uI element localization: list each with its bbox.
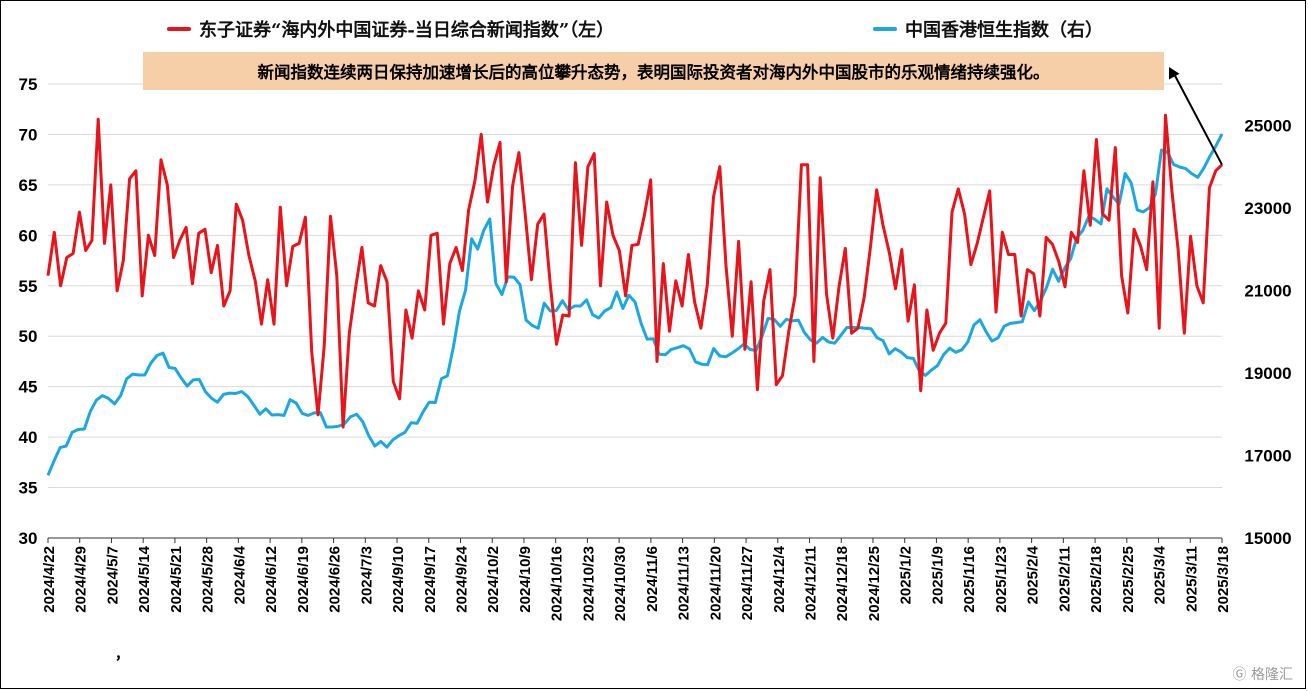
x-tick-label: 2024/9/24	[453, 545, 470, 612]
x-tick-label: 2025/1/9	[929, 546, 946, 604]
y-right-tick-label: 23000	[1244, 199, 1291, 218]
x-tick-label: 2024/5/28	[200, 546, 217, 613]
watermark: Ⓖ 格隆汇	[1233, 664, 1293, 684]
x-tick-label: 2024/6/26	[327, 546, 344, 613]
x-tick-label: 2024/4/29	[73, 546, 90, 613]
y-left-tick-label: 45	[19, 378, 38, 397]
annotation-arrow-head	[1168, 67, 1180, 80]
x-tick-label: 2025/3/11	[1183, 546, 1200, 612]
x-tick-label: 2025/2/25	[1120, 546, 1137, 613]
x-tick-label: 2024/12/4	[771, 545, 788, 612]
y-right-tick-label: 25000	[1244, 116, 1291, 135]
y-right-tick-label: 19000	[1244, 364, 1291, 383]
y-left-tick-label: 30	[19, 529, 38, 548]
x-tick-label: 2024/9/17	[422, 546, 439, 613]
annotation-text: 新闻指数连续两日保持加速增长后的高位攀升态势，表明国际投资者对海内外中国股市的乐…	[257, 63, 1050, 82]
x-tick-label: 2024/11/20	[707, 546, 724, 620]
y-left-tick-label: 70	[19, 125, 38, 144]
x-tick-label: 2025/3/4	[1152, 545, 1169, 604]
x-tick-label: 2024/11/27	[739, 546, 756, 620]
x-tick-label: 2024/10/16	[549, 546, 566, 621]
x-tick-label: 2025/2/11	[1056, 546, 1073, 612]
annotation-arrow	[1168, 67, 1223, 166]
x-tick-label: 2024/6/4	[231, 545, 248, 604]
x-tick-label: 2024/7/3	[358, 546, 375, 604]
legend-item-hang-seng: 中国香港恒生指数（右）	[873, 15, 1103, 43]
annotation-box: 新闻指数连续两日保持加速增长后的高位攀升态势，表明国际投资者对海内外中国股市的乐…	[143, 52, 1164, 90]
legend-swatch-hang-seng	[873, 27, 897, 31]
y-left-tick-label: 65	[19, 176, 38, 195]
y-right-tick-label: 15000	[1244, 529, 1291, 548]
x-tick-label: 2024/11/13	[676, 546, 693, 620]
series-line-hang-seng	[46, 133, 1224, 476]
watermark-text: 格隆汇	[1251, 667, 1293, 683]
y-axis-left: 30 35 40 45 50 55 60 65 70 75	[19, 75, 38, 548]
x-tick-label: 2025/1/2	[898, 546, 915, 604]
y-right-tick-label: 21000	[1244, 281, 1291, 300]
x-tick-label: 2025/1/23	[993, 546, 1010, 613]
x-tick-label: 2024/10/30	[612, 546, 629, 621]
legend-item-news-index: 东子证券“海内外中国证券-当日综合新闻指数”（左）	[167, 15, 614, 43]
x-tick-label: 2024/10/23	[580, 546, 597, 621]
x-tick-label: 2024/6/19	[295, 546, 312, 613]
x-tick-label: 2024/6/12	[263, 546, 280, 613]
y-left-tick-label: 60	[19, 226, 38, 245]
x-tick-label: 2024/9/10	[390, 546, 407, 613]
x-axis: 2024/4/22 2024/4/29 2024/5/7 2024/5/14 2024/…	[41, 538, 1232, 621]
grid-lines	[48, 83, 1222, 539]
x-tick-label: 2025/2/18	[1088, 546, 1105, 613]
annotation-arrow-line	[1171, 69, 1223, 166]
x-tick-label: 2024/10/9	[517, 546, 534, 613]
series-line-news-index	[46, 113, 1224, 429]
watermark-icon: Ⓖ	[1232, 667, 1247, 683]
legend-label-hang-seng: 中国香港恒生指数（右）	[905, 20, 1103, 41]
legend: 东子证券“海内外中国证券-当日综合新闻指数”（左） 中国香港恒生指数（右）	[1, 15, 1307, 43]
y-left-tick-label: 75	[19, 75, 38, 94]
y-left-tick-label: 55	[19, 277, 38, 296]
y-axis-right: 15000 17000 19000 21000 23000 25000	[1244, 116, 1291, 548]
x-tick-label: 2025/2/4	[1025, 545, 1042, 604]
x-tick-label: 2024/12/18	[834, 546, 851, 621]
x-tick-label: 2024/12/11	[803, 546, 820, 620]
x-tick-label: 2024/11/6	[644, 546, 661, 612]
y-right-tick-label: 17000	[1244, 446, 1291, 465]
series-lines	[46, 113, 1224, 476]
x-tick-label: 2024/4/22	[41, 546, 58, 613]
x-tick-label: 2025/3/18	[1215, 546, 1232, 613]
y-left-tick-label: 40	[19, 428, 38, 447]
y-left-tick-label: 35	[19, 479, 38, 498]
x-tick-label: 2024/5/21	[168, 546, 185, 613]
x-tick-label: 2024/10/2	[485, 546, 502, 613]
x-tick-label: 2024/12/25	[866, 546, 883, 621]
legend-swatch-news-index	[167, 27, 191, 31]
x-tick-label: 2024/5/7	[104, 546, 121, 604]
y-left-tick-label: 50	[19, 327, 38, 346]
x-tick-label: 2025/1/16	[961, 546, 978, 613]
legend-label-news-index: 东子证券“海内外中国证券-当日综合新闻指数”（左）	[199, 20, 615, 41]
stray-comma-mark: ，	[115, 646, 129, 662]
x-tick-label: 2024/5/14	[136, 545, 153, 612]
